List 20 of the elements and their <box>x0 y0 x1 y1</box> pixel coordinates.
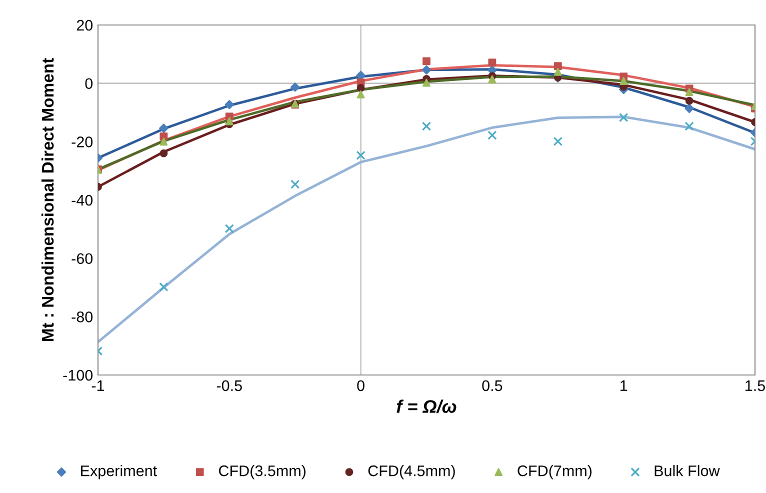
x-axis-title: f = Ω/ω <box>396 400 456 414</box>
x-tick-label: -1 <box>92 380 104 391</box>
y-axis-title: Mt : Nondimensional Direct Moment <box>41 58 54 342</box>
y-tick-label: -80 <box>72 312 93 322</box>
legend-label: CFD(4.5mm) <box>368 465 455 480</box>
y-tick-label: -40 <box>72 194 93 206</box>
y-tick-label: -100 <box>63 370 93 381</box>
x-tick-label: 0 <box>357 380 364 392</box>
legend-label: CFD(7mm) <box>518 465 592 480</box>
y-tick-label: -60 <box>72 253 93 264</box>
y-tick-label: -20 <box>72 136 93 148</box>
x-tick-label: -0.5 <box>216 380 242 392</box>
legend-label: CFD(3.5mm) <box>218 465 306 480</box>
legend-label: Bulk Flow <box>654 465 720 476</box>
y-tick-label: 0 <box>85 78 93 90</box>
x-tick-label: 1 <box>620 380 628 391</box>
x-tick-label: 0.5 <box>482 380 502 392</box>
y-tick-label: 20 <box>76 20 93 31</box>
x-tick-label: 1.5 <box>746 380 765 392</box>
legend-label: Experiment <box>81 465 157 480</box>
